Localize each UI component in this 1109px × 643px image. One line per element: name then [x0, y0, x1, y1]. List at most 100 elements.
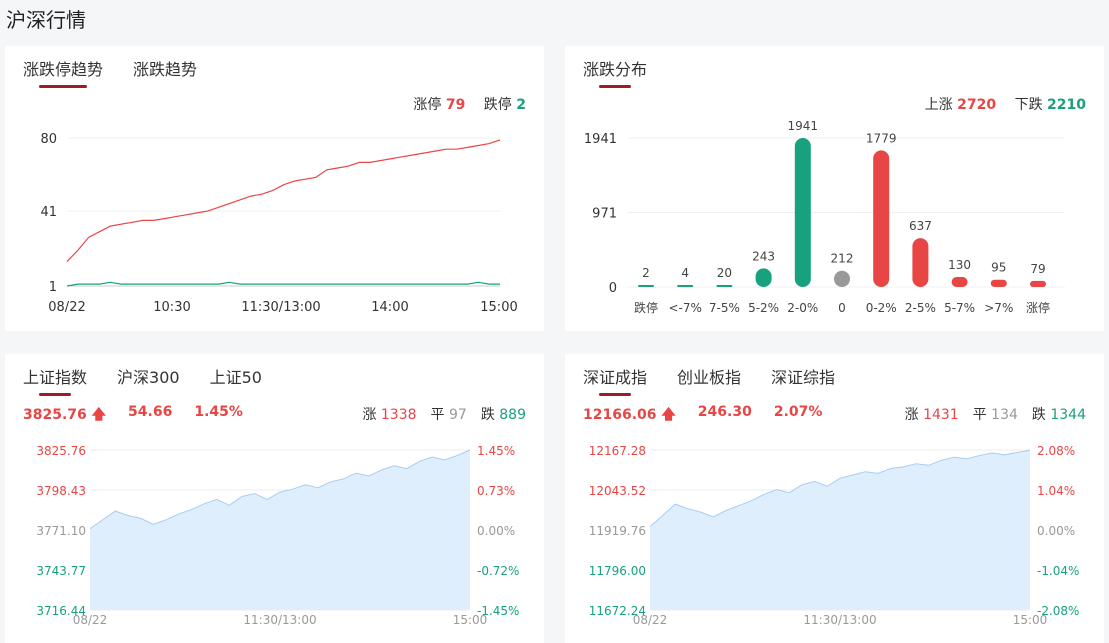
sz-stats: 12166.06 🡅 246.30 2.07% 涨 1431 平 134 跌 1… [583, 404, 1086, 428]
y-tick-label: 1 [49, 280, 57, 295]
x-tick-label: 2-0% [787, 301, 818, 315]
distribution-chart: 1941 971 0 2 跌停 4 <-7% 20 7-5% 243 5-2% 1941 2-0% 212… [584, 119, 1065, 315]
price-line [649, 449, 1031, 528]
tab-sse-composite[interactable]: 上证指数 [23, 364, 87, 396]
bar [716, 285, 733, 287]
limit-down-value: 2 [516, 97, 526, 113]
y-tick-label-left: 3825.76 [36, 444, 86, 458]
distribution-card: 涨跌分布 上涨 2720 下跌 2210 1941 971 0 2 跌停 4 <-7% 20 7… [565, 46, 1104, 331]
sz-index-chart: 12167.28 2.08% 12043.52 1.04% 11919.76 0.00% 1… [589, 444, 1080, 627]
x-tick-label: 10:30 [153, 300, 190, 315]
bar [912, 238, 929, 287]
bar [834, 270, 850, 287]
tab-sse50[interactable]: 上证50 [209, 368, 262, 387]
y-tick-label: 971 [592, 206, 617, 221]
y-tick-label: 80 [40, 132, 57, 147]
tab-szse-composite[interactable]: 深证综指 [771, 368, 836, 387]
sz-flat: 平 134 [972, 407, 1018, 423]
down-count-label: 下跌 [1014, 97, 1043, 113]
data-label: 79 [1030, 262, 1045, 276]
bar [951, 277, 968, 287]
data-label: 20 [717, 266, 732, 280]
sh-index-chart: 3825.76 1.45% 3798.43 0.73% 3771.10 0.00% 3743… [36, 444, 519, 627]
data-label: 1779 [866, 131, 897, 145]
sh-tabs: 上证指数 沪深300 上证50 [23, 364, 262, 396]
y-tick-label-left: 3771.10 [36, 524, 86, 538]
limit-up-value: 79 [445, 97, 466, 113]
sz-price: 12166.06 🡅 [583, 407, 676, 423]
sh-price: 3825.76 🡅 [23, 407, 107, 423]
y-tick-label-left: 12167.28 [589, 444, 646, 458]
data-label: 4 [681, 266, 689, 280]
arrow-up-icon: 🡅 [661, 407, 676, 423]
tab-szse-component[interactable]: 深证成指 [583, 364, 647, 396]
y-tick-label-left: 11796.00 [589, 564, 646, 578]
x-tick-label: 15:00 [480, 300, 517, 315]
tab-limit-trend[interactable]: 涨跌停趋势 [23, 56, 103, 88]
down-count-value: 2210 [1047, 97, 1086, 113]
y-tick-label-right: -0.72% [477, 564, 519, 578]
arrow-up-icon: 🡅 [91, 407, 107, 423]
sz-index-card: 深证成指 创业板指 深证综指 12166.06 🡅 246.30 2.07% 涨… [565, 354, 1104, 643]
bar [990, 279, 1007, 287]
y-tick-label-right: -2.08% [1037, 604, 1079, 618]
y-tick-label-right: 2.08% [1037, 444, 1075, 458]
up-count-label: 上涨 [924, 97, 953, 113]
y-tick-label: 41 [40, 205, 57, 220]
bar [677, 285, 694, 287]
x-tick-label: 跌停 [634, 300, 658, 315]
sz-pct: 2.07% [773, 404, 823, 420]
sh-up: 涨 1338 [362, 407, 417, 423]
y-tick-label-right: 0.00% [1037, 524, 1075, 538]
price-line [89, 449, 471, 530]
x-tick-label: 08/22 [633, 613, 668, 627]
data-label: 95 [991, 261, 1006, 275]
x-tick-label: 5-7% [944, 301, 975, 315]
limit-trend-card: 涨跌停趋势 涨跌趋势 涨停 79 跌停 2 80 41 1 08/22 10:30 11:… [5, 46, 544, 331]
price-area [650, 450, 1030, 610]
x-tick-label: 15:00 [1013, 613, 1048, 627]
x-tick-label: 11:30/13:00 [243, 613, 316, 627]
sz-down: 跌 1344 [1031, 407, 1086, 423]
x-tick-label: <-7% [668, 301, 701, 315]
sh-index-card: 上证指数 沪深300 上证50 3825.76 🡅 54.66 1.45% 涨 … [5, 354, 544, 643]
x-tick-label: 08/22 [73, 613, 108, 627]
y-tick-label-right: -1.45% [477, 604, 519, 618]
x-tick-label: 11:30/13:00 [803, 613, 876, 627]
data-label: 212 [831, 252, 854, 266]
bar [873, 150, 890, 287]
y-tick-label-right: 1.04% [1037, 484, 1075, 498]
tab-csi300[interactable]: 沪深300 [117, 368, 180, 387]
tab-chinext[interactable]: 创业板指 [677, 368, 742, 387]
y-tick-label-right: -1.04% [1037, 564, 1079, 578]
data-label: 1941 [788, 119, 819, 133]
bar [638, 285, 654, 287]
y-tick-label: 0 [609, 281, 617, 296]
x-tick-label: 0 [838, 301, 846, 315]
y-tick-label: 1941 [584, 132, 617, 147]
x-tick-label: 2-5% [905, 301, 936, 315]
x-tick-label: 5-2% [748, 301, 779, 315]
limit-up-label: 涨停 [413, 97, 442, 113]
sz-up: 涨 1431 [904, 407, 959, 423]
sz-change: 246.30 [697, 404, 752, 420]
bar [755, 268, 772, 287]
x-tick-label: 08/22 [48, 300, 85, 315]
x-tick-label: 11:30/13:00 [241, 300, 320, 315]
sh-stats: 3825.76 🡅 54.66 1.45% 涨 1338 平 97 跌 889 [23, 404, 526, 428]
data-label: 2 [642, 266, 650, 280]
y-tick-label-right: 0.00% [477, 524, 515, 538]
bar [794, 138, 811, 287]
sh-flat: 平 97 [430, 407, 467, 423]
x-tick-label: 7-5% [709, 301, 740, 315]
sh-change: 54.66 [128, 404, 173, 420]
up-count-value: 2720 [957, 97, 997, 113]
tab-rise-fall-trend[interactable]: 涨跌趋势 [133, 60, 198, 79]
sh-pct: 1.45% [194, 404, 243, 420]
y-tick-label-left: 11919.76 [589, 524, 646, 538]
limit-tabs: 涨跌停趋势 涨跌趋势 [23, 56, 197, 88]
y-tick-label-left: 3743.77 [36, 564, 86, 578]
y-tick-label-left: 3716.44 [36, 604, 86, 618]
sh-down: 跌 889 [480, 407, 526, 423]
tab-distribution[interactable]: 涨跌分布 [583, 56, 647, 88]
